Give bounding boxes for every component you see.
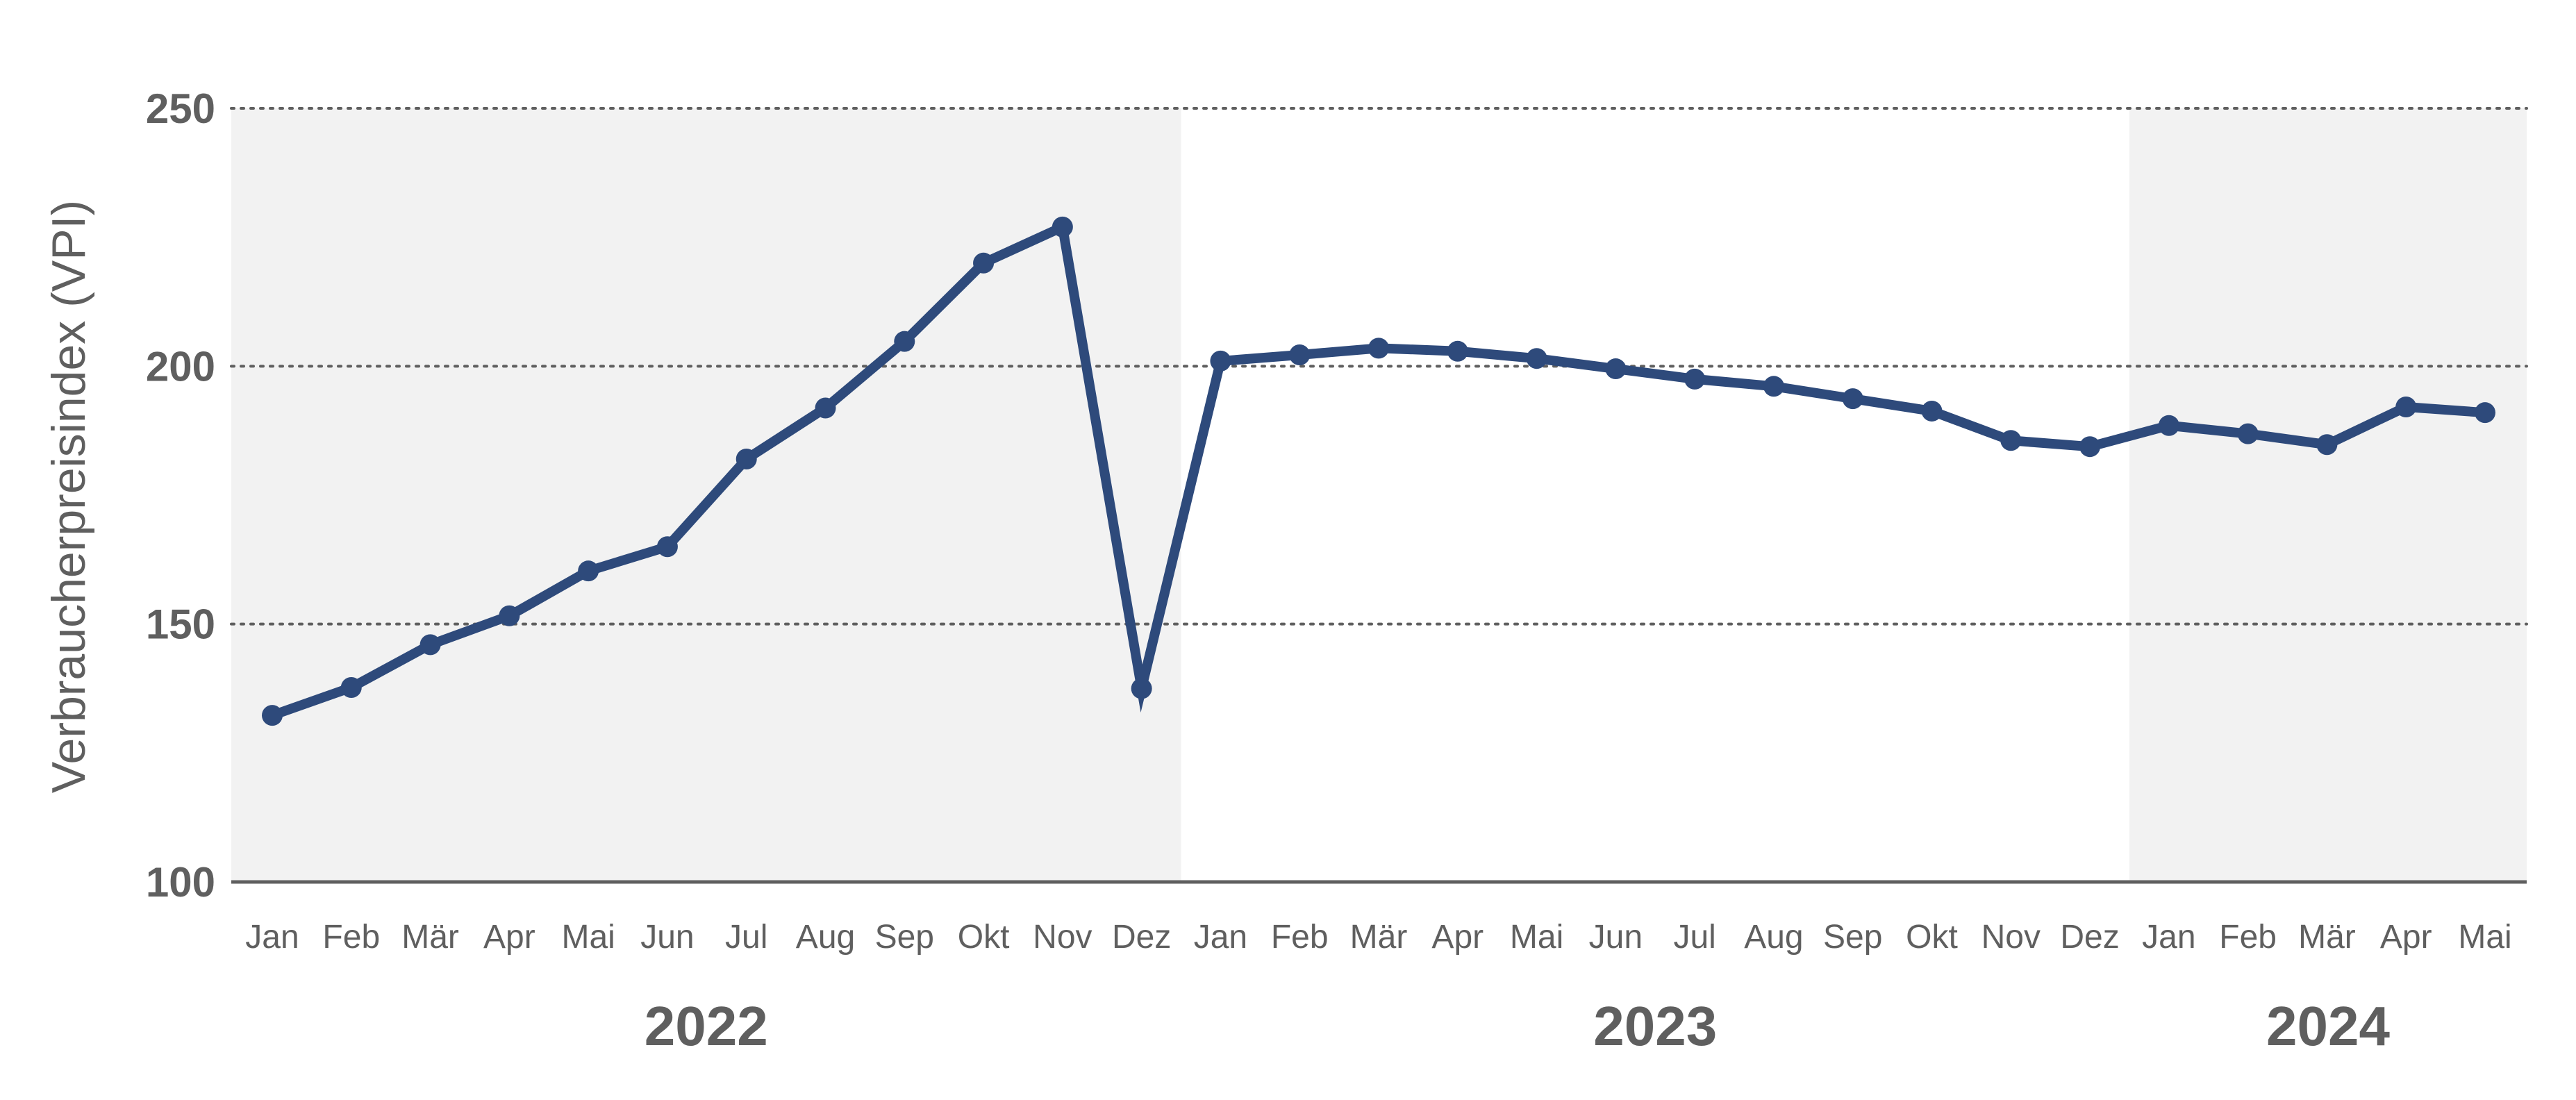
data-point-12 bbox=[1210, 350, 1231, 372]
data-point-13 bbox=[1289, 344, 1311, 365]
data-point-22 bbox=[2000, 430, 2022, 451]
x-tick-label-24: Jan bbox=[2142, 919, 2195, 956]
x-tick-label-4: Mai bbox=[561, 919, 615, 956]
x-tick-label-22: Nov bbox=[1981, 919, 2041, 956]
data-point-27 bbox=[2395, 397, 2417, 418]
year-label-2022: 2022 bbox=[645, 995, 768, 1057]
x-tick-label-20: Sep bbox=[1823, 919, 1882, 956]
data-point-15 bbox=[1447, 340, 1468, 362]
data-point-7 bbox=[815, 397, 836, 419]
year-label-2023: 2023 bbox=[1593, 995, 1717, 1057]
data-point-23 bbox=[2079, 436, 2101, 458]
x-tick-label-5: Jun bbox=[640, 919, 694, 956]
x-tick-label-21: Okt bbox=[1906, 919, 1958, 956]
x-tick-label-15: Apr bbox=[1431, 919, 1484, 956]
data-point-11 bbox=[1131, 678, 1152, 699]
data-point-8 bbox=[894, 331, 915, 352]
data-points-layer bbox=[262, 216, 2495, 726]
x-tick-label-0: Jan bbox=[245, 919, 299, 956]
x-tick-label-3: Apr bbox=[483, 919, 535, 956]
y-tick-label-250: 250 bbox=[146, 85, 215, 132]
x-tick-label-18: Jul bbox=[1673, 919, 1715, 956]
data-point-14 bbox=[1368, 338, 1389, 359]
x-tick-label-25: Feb bbox=[2219, 919, 2277, 956]
data-point-2 bbox=[419, 634, 441, 656]
x-tick-label-16: Mai bbox=[1510, 919, 1563, 956]
x-tick-label-11: Dez bbox=[1112, 919, 1171, 956]
x-tick-label-1: Feb bbox=[322, 919, 380, 956]
x-tick-label-19: Aug bbox=[1744, 919, 1803, 956]
x-tick-label-7: Aug bbox=[796, 919, 855, 956]
data-point-21 bbox=[1921, 400, 1943, 422]
y-tick-label-100: 100 bbox=[146, 859, 215, 906]
data-point-5 bbox=[656, 536, 678, 558]
data-point-10 bbox=[1052, 216, 1073, 238]
year-shade-2022 bbox=[231, 108, 1181, 882]
x-tick-label-10: Nov bbox=[1033, 919, 1092, 956]
labels-layer: Verbraucherpreisindex (VPI) 2022 2023 2024… bbox=[42, 85, 2512, 1057]
x-tick-label-12: Jan bbox=[1194, 919, 1247, 956]
y-tick-label-150: 150 bbox=[146, 601, 215, 648]
data-point-9 bbox=[973, 252, 995, 274]
data-point-0 bbox=[262, 705, 283, 726]
data-point-4 bbox=[578, 560, 599, 582]
data-point-3 bbox=[499, 605, 520, 626]
x-tick-label-14: Mär bbox=[1350, 919, 1408, 956]
x-tick-label-8: Sep bbox=[875, 919, 934, 956]
x-tick-label-26: Mär bbox=[2298, 919, 2356, 956]
x-tick-label-28: Mai bbox=[2458, 919, 2511, 956]
x-tick-label-17: Jun bbox=[1589, 919, 1643, 956]
data-point-19 bbox=[1763, 376, 1784, 397]
x-tick-label-2: Mär bbox=[401, 919, 459, 956]
x-tick-label-9: Okt bbox=[958, 919, 1010, 956]
year-shade-2024 bbox=[2129, 108, 2527, 882]
y-tick-label-200: 200 bbox=[146, 343, 215, 390]
x-tick-label-27: Apr bbox=[2380, 919, 2432, 956]
data-point-26 bbox=[2316, 434, 2338, 456]
data-point-25 bbox=[2237, 423, 2259, 444]
x-tick-label-13: Feb bbox=[1271, 919, 1329, 956]
year-label-2024: 2024 bbox=[2266, 995, 2390, 1057]
data-point-16 bbox=[1526, 348, 1547, 369]
y-axis-label: Verbraucherpreisindex (VPI) bbox=[42, 200, 95, 793]
data-point-6 bbox=[736, 449, 757, 470]
x-tick-label-6: Jul bbox=[725, 919, 767, 956]
year-shading-layer bbox=[231, 108, 2527, 882]
data-point-17 bbox=[1605, 358, 1627, 380]
data-point-24 bbox=[2158, 415, 2179, 436]
data-point-18 bbox=[1684, 368, 1706, 390]
data-point-28 bbox=[2475, 402, 2495, 424]
x-tick-label-23: Dez bbox=[2060, 919, 2119, 956]
data-point-20 bbox=[1842, 388, 1863, 410]
data-point-1 bbox=[340, 677, 362, 699]
gridlines-layer bbox=[230, 107, 2528, 626]
